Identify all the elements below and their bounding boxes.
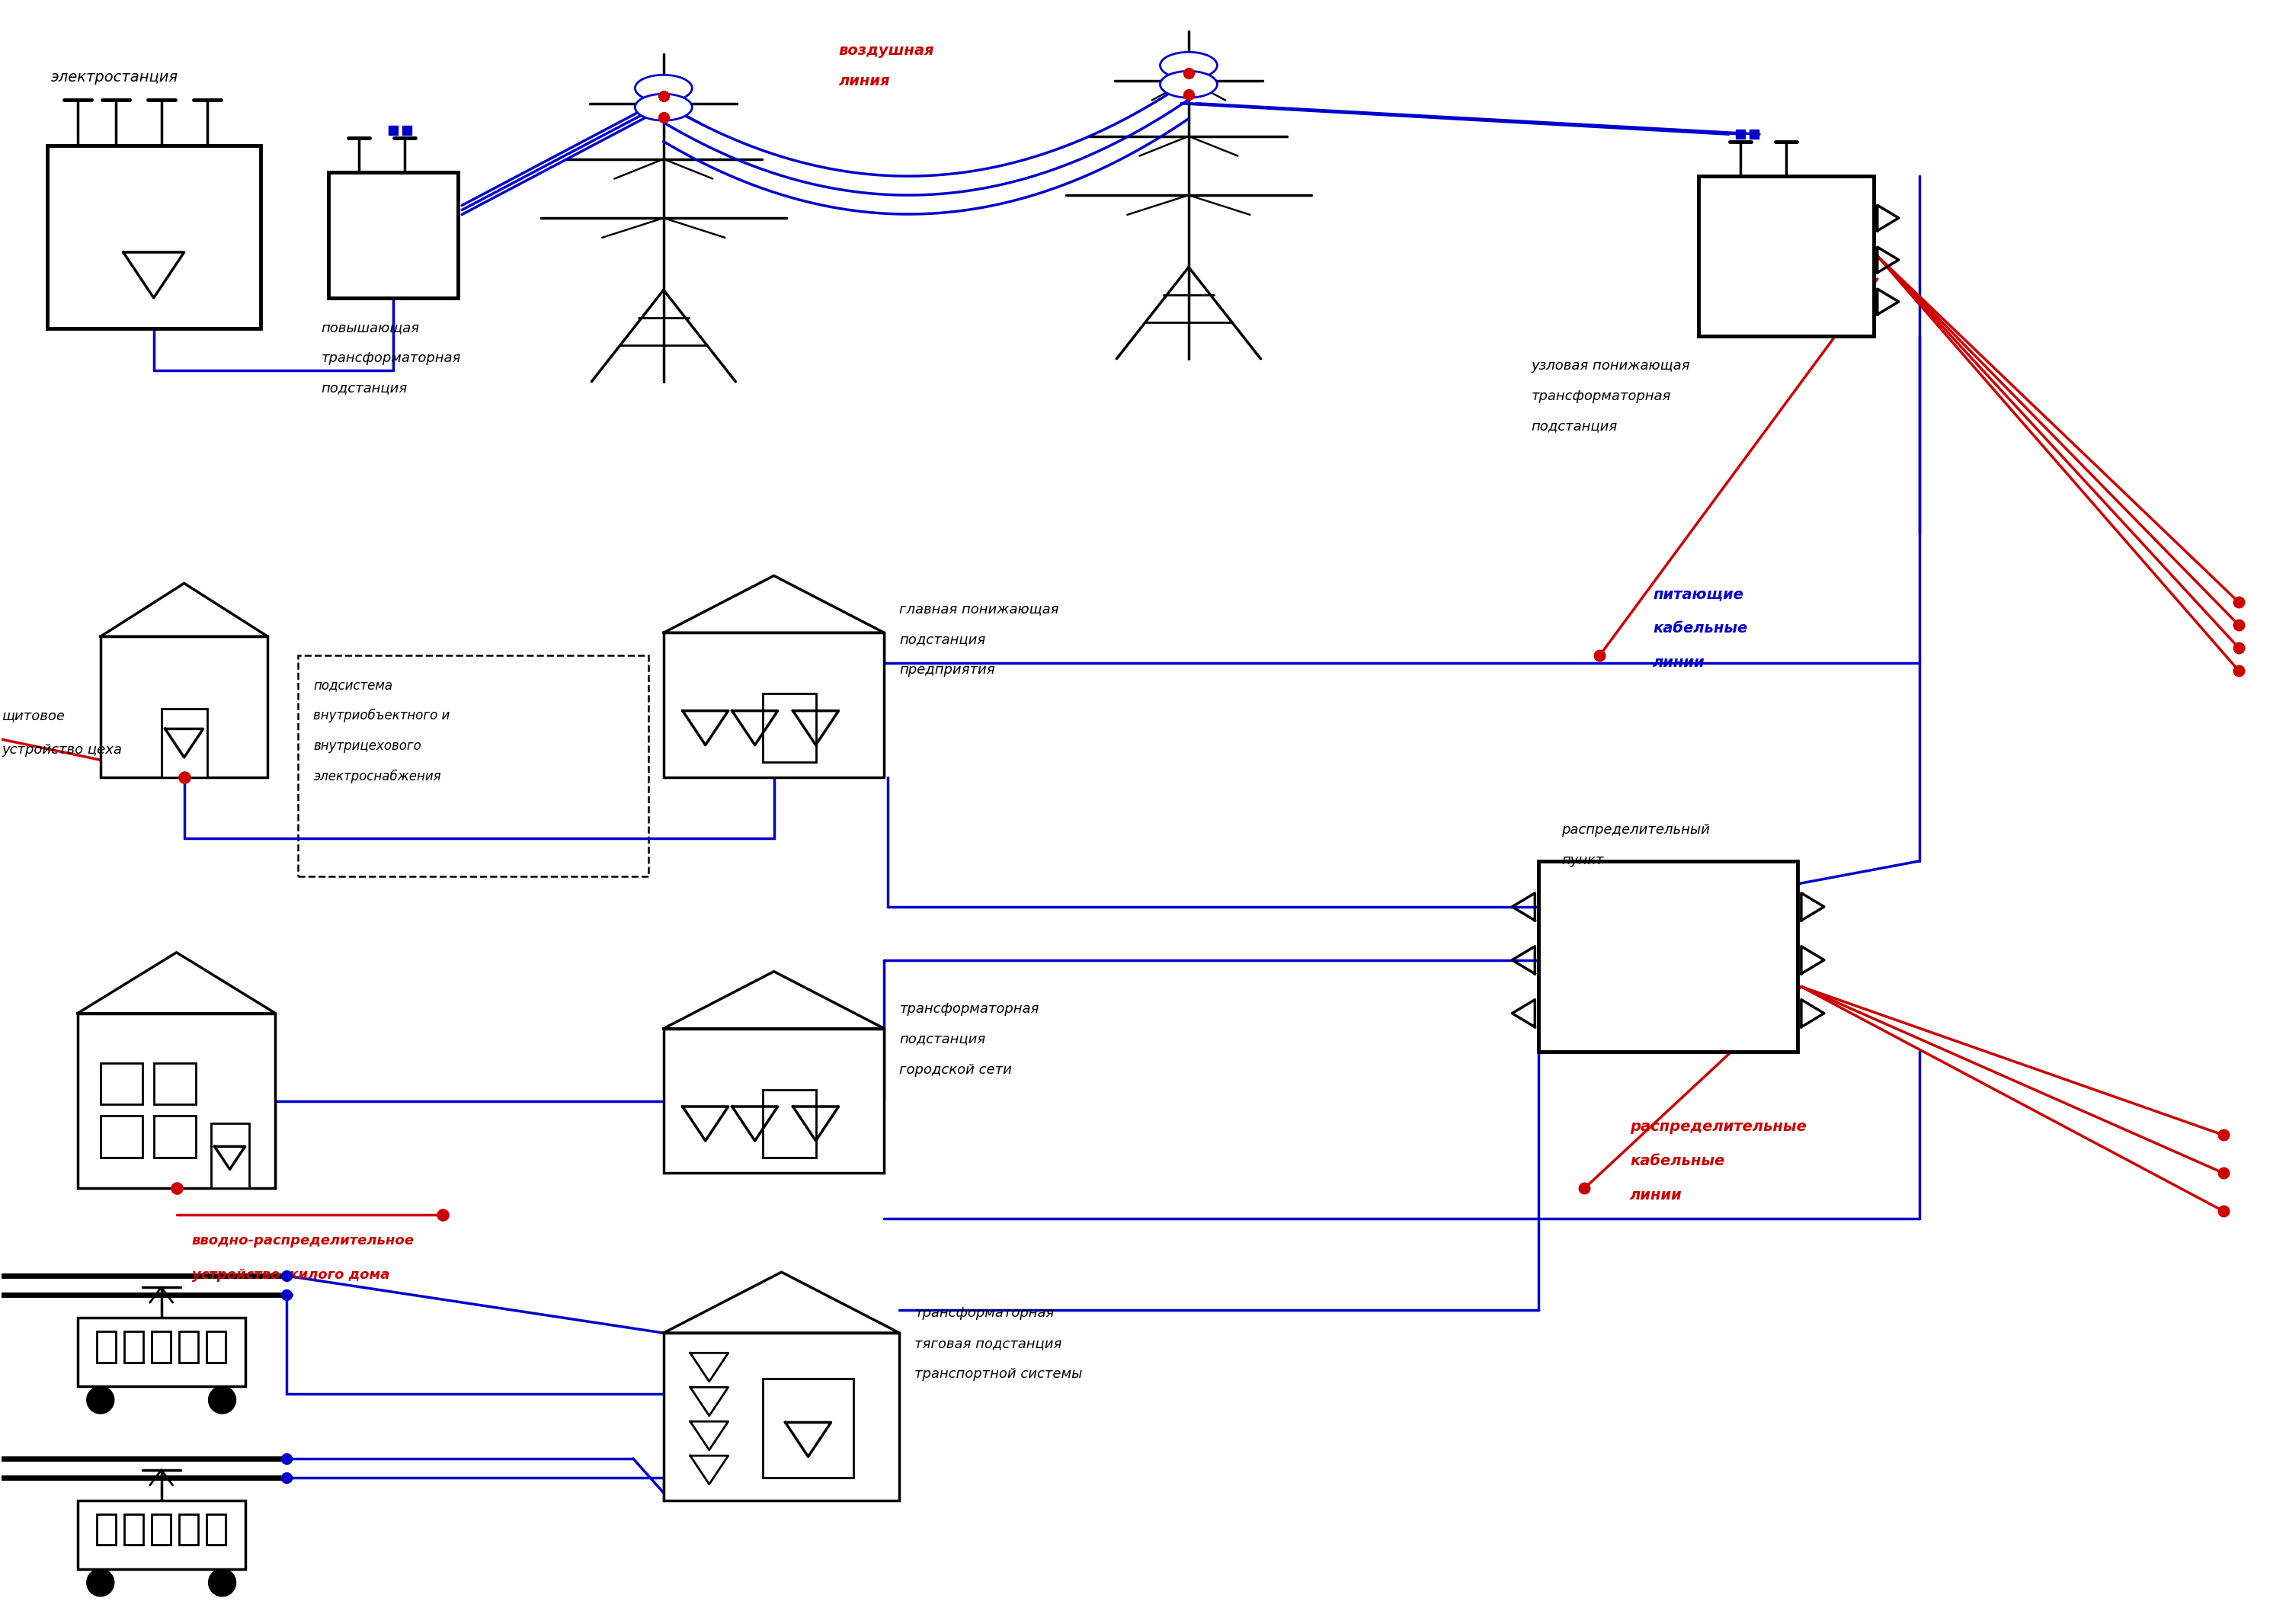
Point <box>267 1465 304 1491</box>
Bar <box>663 1028 885 1173</box>
Bar <box>1698 175 1875 336</box>
Circle shape <box>87 1387 114 1413</box>
Text: трансформаторная: трансформаторная <box>320 351 462 365</box>
Point <box>389 117 425 143</box>
Bar <box>764 1379 853 1478</box>
Bar <box>162 708 208 778</box>
Bar <box>78 1317 245 1387</box>
Bar <box>206 1514 226 1544</box>
Ellipse shape <box>1159 71 1216 97</box>
Point <box>2206 1122 2243 1148</box>
Point <box>1170 60 1207 86</box>
Point <box>1170 81 1207 107</box>
Text: питающие: питающие <box>1653 588 1744 601</box>
Bar <box>663 1333 898 1501</box>
Bar <box>329 172 457 297</box>
Bar <box>178 1514 199 1544</box>
Point <box>425 1202 462 1228</box>
Point <box>1721 122 1758 148</box>
Point <box>645 104 681 130</box>
Point <box>2220 635 2256 661</box>
Bar <box>101 1116 142 1158</box>
Bar <box>663 633 885 778</box>
Circle shape <box>208 1387 235 1413</box>
Text: трансформаторная: трансформаторная <box>914 1306 1054 1320</box>
Text: устройство жилого дома: устройство жилого дома <box>192 1268 389 1281</box>
Text: подстанция: подстанция <box>898 1033 985 1046</box>
Point <box>2220 590 2256 615</box>
Text: линии: линии <box>1653 656 1705 671</box>
Point <box>645 83 681 109</box>
Text: внутриобъектного и: внутриобъектного и <box>313 708 450 723</box>
Text: узловая понижающая: узловая понижающая <box>1532 359 1689 372</box>
Text: транспортной системы: транспортной системы <box>914 1367 1084 1380</box>
Text: устройство цеха: устройство цеха <box>2 744 121 757</box>
Text: главная понижающая: главная понижающая <box>898 603 1058 615</box>
Bar <box>48 146 261 328</box>
Bar <box>210 1124 249 1189</box>
Point <box>267 1281 304 1307</box>
Bar <box>78 1501 245 1569</box>
Text: подстанция: подстанция <box>320 382 407 395</box>
Bar <box>153 1116 197 1158</box>
Point <box>267 1263 304 1289</box>
Bar <box>1538 861 1797 1051</box>
Text: щитовое: щитовое <box>2 708 64 723</box>
Bar <box>297 656 649 877</box>
Text: электроснабжения: электроснабжения <box>313 770 441 784</box>
Bar <box>101 637 267 778</box>
Ellipse shape <box>636 94 693 120</box>
Point <box>267 1445 304 1471</box>
Point <box>2220 658 2256 684</box>
Point <box>2206 1160 2243 1186</box>
Point <box>2220 612 2256 638</box>
Text: подстанция: подстанция <box>898 633 985 646</box>
Bar <box>151 1332 171 1363</box>
Text: тяговая подстанция: тяговая подстанция <box>914 1337 1063 1351</box>
Bar <box>206 1332 226 1363</box>
Point <box>158 1176 194 1202</box>
Text: кабельные: кабельные <box>1630 1155 1724 1169</box>
Ellipse shape <box>1159 52 1216 78</box>
Text: вводно-распределительное: вводно-распределительное <box>192 1234 414 1247</box>
Circle shape <box>208 1569 235 1596</box>
Text: трансформаторная: трансформаторная <box>1532 390 1671 403</box>
Text: городской сети: городской сети <box>898 1062 1013 1077</box>
Bar <box>178 1332 199 1363</box>
Bar <box>764 1090 816 1158</box>
Point <box>375 117 411 143</box>
Text: подстанция: подстанция <box>1532 419 1618 434</box>
Text: внутрицехового: внутрицехового <box>313 739 421 754</box>
Circle shape <box>87 1569 114 1596</box>
Point <box>2206 1199 2243 1224</box>
Text: трансформаторная: трансформаторная <box>898 1002 1040 1015</box>
Bar <box>123 1514 144 1544</box>
Bar <box>78 1013 274 1189</box>
Bar <box>101 1062 142 1104</box>
Text: распределительный: распределительный <box>1561 823 1710 836</box>
Bar <box>764 693 816 762</box>
Bar <box>123 1332 144 1363</box>
Point <box>167 765 203 791</box>
Text: пункт: пункт <box>1561 854 1605 867</box>
Bar <box>96 1332 117 1363</box>
Point <box>1566 1176 1602 1202</box>
Text: линия: линия <box>839 75 889 89</box>
Ellipse shape <box>636 75 693 102</box>
Text: кабельные: кабельные <box>1653 622 1747 637</box>
Point <box>1735 122 1772 148</box>
Text: предприятия: предприятия <box>898 663 994 677</box>
Bar <box>96 1514 117 1544</box>
Bar <box>153 1062 197 1104</box>
Bar <box>151 1514 171 1544</box>
Point <box>1582 643 1618 669</box>
Text: распределительные: распределительные <box>1630 1121 1806 1134</box>
Text: электростанция: электростанция <box>50 70 178 84</box>
Text: воздушная: воздушная <box>839 44 935 58</box>
Text: подсистема: подсистема <box>313 679 393 692</box>
Text: линии: линии <box>1630 1189 1682 1203</box>
Text: повышающая: повышающая <box>320 320 421 335</box>
